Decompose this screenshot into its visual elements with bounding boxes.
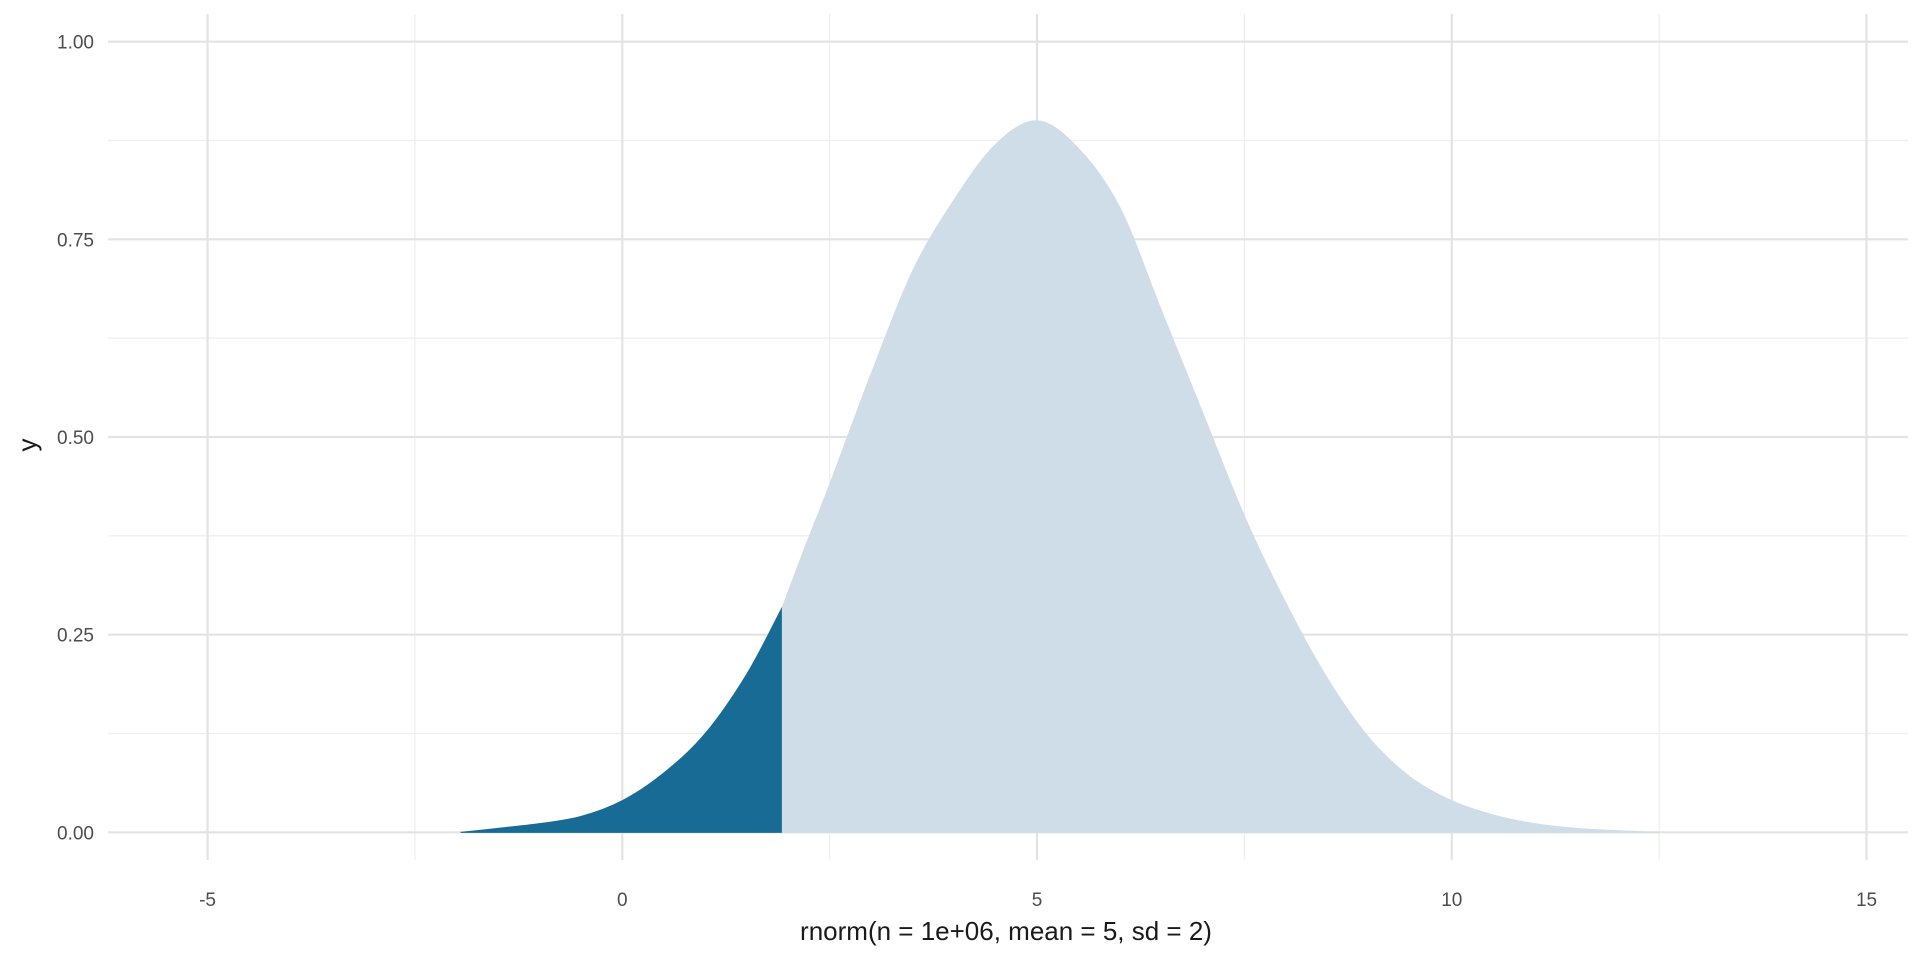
y-tick-label: 0.25	[57, 626, 94, 647]
y-axis-title: y	[12, 439, 42, 452]
x-axis-title: rnorm(n = 1e+06, mean = 5, sd = 2)	[800, 916, 1212, 946]
x-tick-label: 10	[1441, 890, 1462, 911]
y-axis-ticks: 0.00 0.25 0.50 0.75 1.00	[57, 33, 94, 845]
x-axis-ticks: -5 0 5 10 15	[199, 890, 1877, 911]
grid	[108, 14, 1908, 860]
density-area-rest	[781, 120, 1660, 833]
y-tick-label: 0.50	[57, 428, 94, 449]
x-tick-label: 5	[1032, 890, 1043, 911]
x-tick-label: -5	[199, 890, 216, 911]
density-areas	[460, 120, 1660, 833]
x-tick-label: 0	[617, 890, 628, 911]
x-tick-label: 15	[1856, 890, 1877, 911]
y-tick-label: 0.75	[57, 230, 94, 251]
y-tick-label: 1.00	[57, 33, 94, 54]
density-area-highlighted	[460, 606, 783, 833]
y-tick-label: 0.00	[57, 823, 94, 844]
